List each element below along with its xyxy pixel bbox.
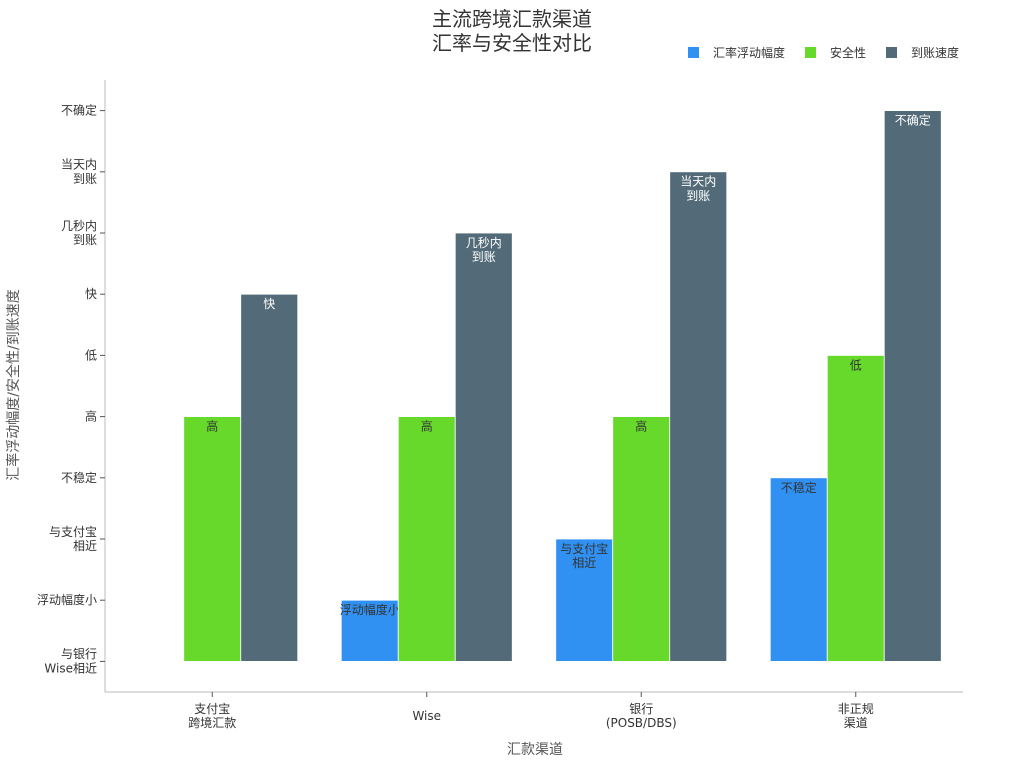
- data-label: 与支付宝相近: [560, 541, 608, 569]
- data-label: 快: [263, 297, 275, 311]
- data-label: 高: [206, 418, 218, 433]
- bar: [612, 416, 671, 662]
- bar: [397, 416, 456, 662]
- y-tick-label: 几秒内到账: [61, 218, 97, 246]
- data-label: 高: [635, 418, 647, 433]
- legend-swatch: [688, 47, 699, 58]
- data-label: 高: [421, 418, 433, 433]
- legend-label: 到账速度: [911, 45, 959, 60]
- bar: [454, 232, 513, 662]
- y-tick-label: 浮动幅度小: [37, 592, 97, 607]
- y-tick-label: 与支付宝相近: [49, 524, 97, 552]
- bar: [669, 171, 728, 662]
- bar: [769, 477, 828, 662]
- x-tick-label: 银行(POSB/DBS): [606, 701, 677, 729]
- y-tick-label: 与银行 Wise相近: [44, 647, 97, 675]
- y-tick-label: 低: [85, 348, 97, 362]
- y-tick-label: 当天内到账: [61, 157, 97, 185]
- y-tick-label: 不稳定: [61, 469, 97, 484]
- x-tick-label: 非正规渠道: [838, 700, 874, 729]
- y-axis-label: 汇率浮动幅度/安全性/到账速度: [5, 289, 22, 480]
- bar: [826, 354, 885, 662]
- y-tick-label: 不确定: [61, 102, 97, 117]
- y-tick-label: 快: [85, 287, 97, 301]
- data-label: 低: [850, 358, 862, 372]
- legend-swatch: [886, 47, 897, 58]
- y-tick-label: 高: [85, 408, 97, 423]
- x-axis-label: 汇款渠道: [507, 742, 563, 758]
- data-label: 几秒内到账: [466, 235, 502, 263]
- bar: [555, 538, 614, 662]
- x-tick-label: 支付宝跨境汇款: [188, 701, 236, 729]
- bar: [183, 416, 242, 662]
- data-label: 不稳定: [781, 479, 817, 494]
- bar: [883, 110, 942, 662]
- data-label: 浮动幅度小: [340, 602, 400, 617]
- legend-label: 汇率浮动幅度: [713, 45, 785, 60]
- data-label: 当天内到账: [680, 174, 716, 202]
- bar: [240, 293, 299, 662]
- chart-title: 主流跨境汇款渠道汇率与安全性对比: [432, 7, 592, 55]
- x-tick-label: Wise: [412, 709, 441, 723]
- legend-label: 安全性: [830, 45, 866, 60]
- data-label: 不确定: [895, 112, 931, 127]
- legend-swatch: [805, 47, 816, 58]
